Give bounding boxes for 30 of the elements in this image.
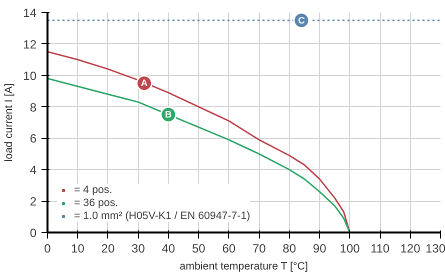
y-tick-label: 4: [30, 163, 37, 178]
x-tick-label: 90: [312, 242, 327, 256]
legend-label: = 36 pos.: [74, 197, 118, 209]
annotation: A: [140, 78, 148, 88]
x-tick-label: 100: [340, 242, 360, 256]
x-tick-label: 10: [71, 242, 85, 256]
x-tick-label: 50: [192, 242, 206, 256]
x-tick-label: 40: [162, 242, 176, 256]
x-tick-label: 80: [282, 242, 296, 256]
annotation: C: [298, 15, 306, 26]
y-tick-label: 12: [23, 37, 37, 52]
annotation: B: [165, 110, 172, 120]
x-tick-label: 60: [222, 242, 236, 256]
y-tick-label: 6: [30, 132, 37, 146]
x-tick-label: 110: [370, 242, 390, 256]
y-tick-label: 14: [23, 6, 37, 20]
legend-label: = 1.0 mm² (H05V-K1 / EN 60947-7-1): [74, 210, 250, 222]
x-axis-title: ambient temperature T [°C]: [180, 260, 308, 272]
x-tick-label: 70: [252, 242, 266, 256]
legend-label: = 4 pos.: [74, 184, 112, 196]
x-tick-label: 0: [44, 242, 52, 256]
y-axis-title: load current I [A]: [3, 83, 16, 162]
x-tick-label: 120: [400, 242, 421, 256]
y-tick-label: 2: [30, 194, 37, 209]
y-tick-label: 10: [23, 68, 37, 83]
y-tick-label: 8: [30, 100, 37, 114]
x-tick-label: 20: [101, 242, 115, 256]
y-tick-label: 0: [30, 226, 37, 240]
x-tick-label: 130: [425, 242, 445, 256]
x-tick-label: 30: [132, 242, 146, 256]
